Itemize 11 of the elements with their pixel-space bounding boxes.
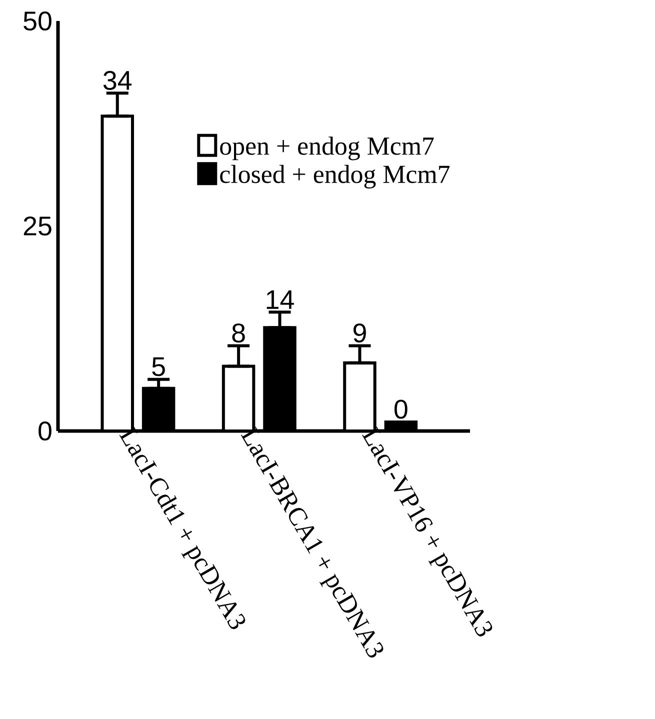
annotation: 34: [103, 70, 132, 90]
legend-label: closed + endog Mcm7: [220, 164, 450, 188]
y-tick-label: 25: [24, 216, 52, 236]
annotation: 14: [266, 290, 294, 309]
y-tick-label: 50: [24, 11, 52, 31]
annotation: 5: [152, 357, 165, 376]
annotation: 9: [354, 323, 366, 343]
y-tick-label: 0: [38, 421, 52, 441]
annotation: 0: [394, 400, 408, 419]
annotation: 8: [232, 323, 245, 343]
legend-label: open + endog Mcm7: [220, 136, 434, 160]
